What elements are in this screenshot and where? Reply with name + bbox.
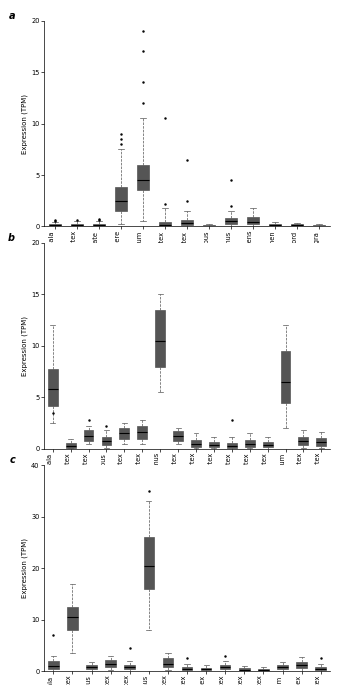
PathPatch shape xyxy=(155,310,165,366)
PathPatch shape xyxy=(86,665,97,669)
PathPatch shape xyxy=(263,442,273,447)
PathPatch shape xyxy=(296,662,307,668)
PathPatch shape xyxy=(203,225,215,226)
Y-axis label: Expression (TPM): Expression (TPM) xyxy=(22,316,28,376)
PathPatch shape xyxy=(245,440,255,447)
PathPatch shape xyxy=(291,225,303,226)
PathPatch shape xyxy=(49,225,61,226)
PathPatch shape xyxy=(220,664,231,669)
PathPatch shape xyxy=(247,217,259,225)
PathPatch shape xyxy=(159,223,171,226)
PathPatch shape xyxy=(316,438,326,446)
PathPatch shape xyxy=(163,658,173,667)
X-axis label: Brain regions: Brain regions xyxy=(164,580,210,586)
PathPatch shape xyxy=(191,440,201,447)
PathPatch shape xyxy=(105,660,116,667)
PathPatch shape xyxy=(84,430,93,440)
Text: b: b xyxy=(8,233,15,243)
PathPatch shape xyxy=(144,538,154,589)
PathPatch shape xyxy=(225,219,237,225)
PathPatch shape xyxy=(137,426,147,438)
PathPatch shape xyxy=(115,188,127,211)
Text: a: a xyxy=(8,10,15,21)
PathPatch shape xyxy=(315,667,326,670)
Y-axis label: Expression (TPM): Expression (TPM) xyxy=(22,94,28,153)
PathPatch shape xyxy=(66,443,75,448)
PathPatch shape xyxy=(119,428,129,438)
PathPatch shape xyxy=(67,607,78,630)
X-axis label: Brain regions: Brain regions xyxy=(164,316,210,323)
PathPatch shape xyxy=(71,225,83,226)
PathPatch shape xyxy=(124,665,135,669)
PathPatch shape xyxy=(101,436,112,445)
PathPatch shape xyxy=(48,661,59,669)
PathPatch shape xyxy=(209,442,219,447)
PathPatch shape xyxy=(299,436,308,445)
PathPatch shape xyxy=(181,221,193,225)
PathPatch shape xyxy=(239,668,250,671)
PathPatch shape xyxy=(227,443,237,448)
PathPatch shape xyxy=(269,225,281,226)
Text: c: c xyxy=(9,456,15,465)
PathPatch shape xyxy=(281,351,290,403)
PathPatch shape xyxy=(201,668,211,670)
Y-axis label: Expression (TPM): Expression (TPM) xyxy=(22,538,28,598)
PathPatch shape xyxy=(48,369,58,406)
PathPatch shape xyxy=(182,667,192,670)
PathPatch shape xyxy=(173,432,183,440)
PathPatch shape xyxy=(137,164,149,190)
PathPatch shape xyxy=(258,669,269,671)
PathPatch shape xyxy=(93,224,105,226)
PathPatch shape xyxy=(277,665,288,669)
PathPatch shape xyxy=(313,225,325,226)
